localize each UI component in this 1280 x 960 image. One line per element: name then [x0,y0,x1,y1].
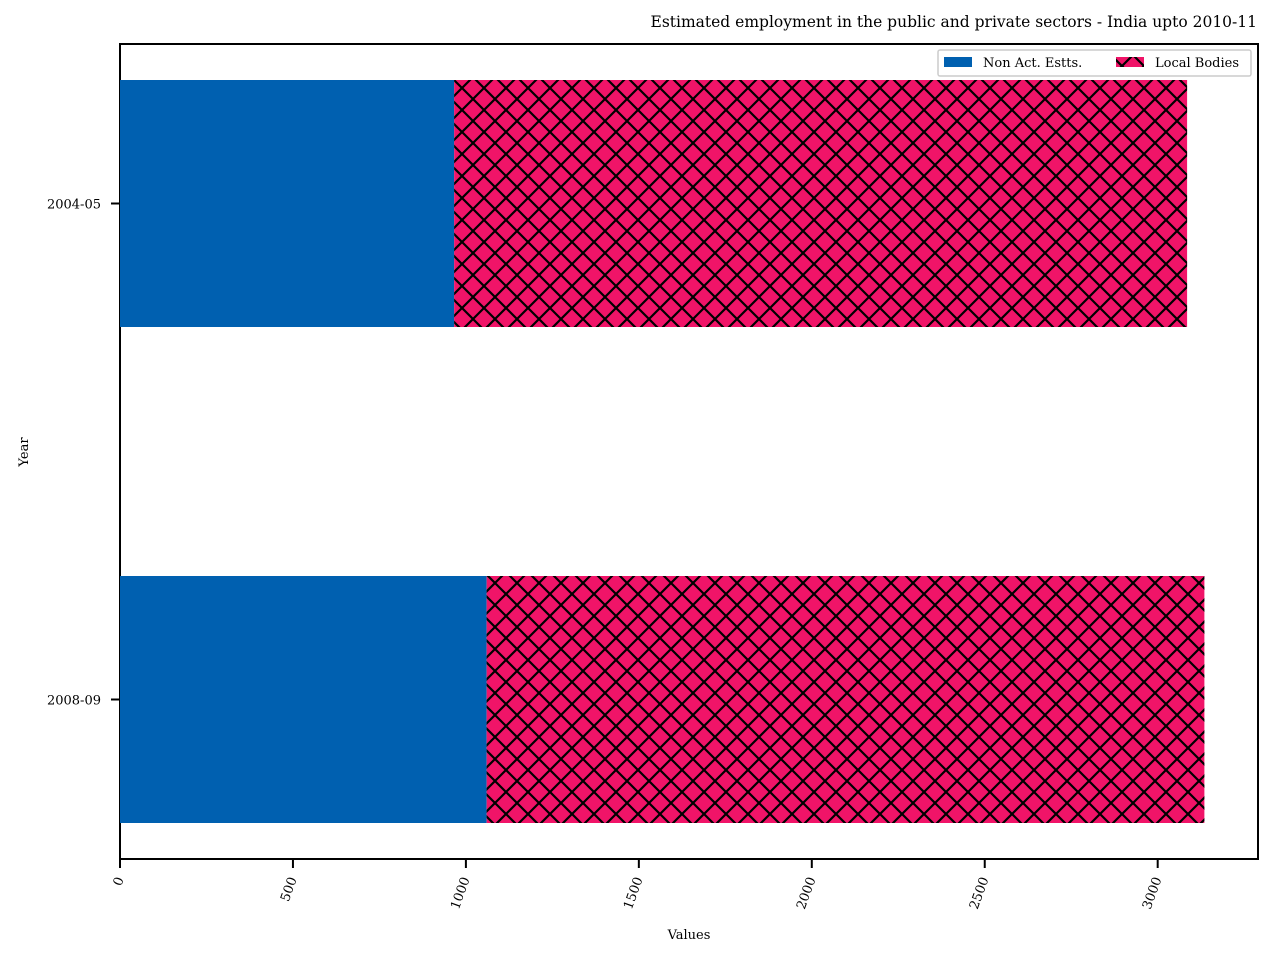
chart-title: Estimated employment in the public and p… [651,13,1257,31]
legend-label-local-bodies: Local Bodies [1155,56,1239,71]
x-tick-label-1000: 1000 [448,875,473,911]
bar-local-bodies-2004-05-hatch [454,80,1188,327]
y-tick-label-2008-09: 2008-09 [47,694,101,709]
legend-swatch-non-act-estts [944,57,972,67]
plot-frame [119,43,1259,860]
bars-group [120,80,1205,823]
x-tick-label-0: 0 [111,875,128,888]
x-tick-label-1500: 1500 [621,875,646,911]
legend-swatch-local-bodies-hatch [1116,57,1144,67]
legend-box [937,49,1252,77]
bar-non-act-estts-2004-05 [120,80,455,327]
bar-non-act-estts-2008-09 [120,576,487,823]
x-axis-label: Values [667,928,711,943]
bar-local-bodies-2008-09-hatch [486,576,1205,823]
x-tick-label-500: 500 [278,875,301,903]
y-axis-label: Year [17,437,32,468]
x-tick-label-3000: 3000 [1140,875,1165,911]
legend-label-non-act-estts: Non Act. Estts. [983,56,1082,71]
y-tick-label-2004-05: 2004-05 [47,198,101,213]
x-axis: 0 500 1000 1500 2000 2500 3000 [111,859,1165,911]
x-tick-label-2000: 2000 [794,875,819,911]
y-axis: 2004-05 2008-09 [47,198,120,709]
legend: Non Act. Estts. Local Bodies [937,49,1252,77]
x-tick-label-2500: 2500 [967,875,992,911]
